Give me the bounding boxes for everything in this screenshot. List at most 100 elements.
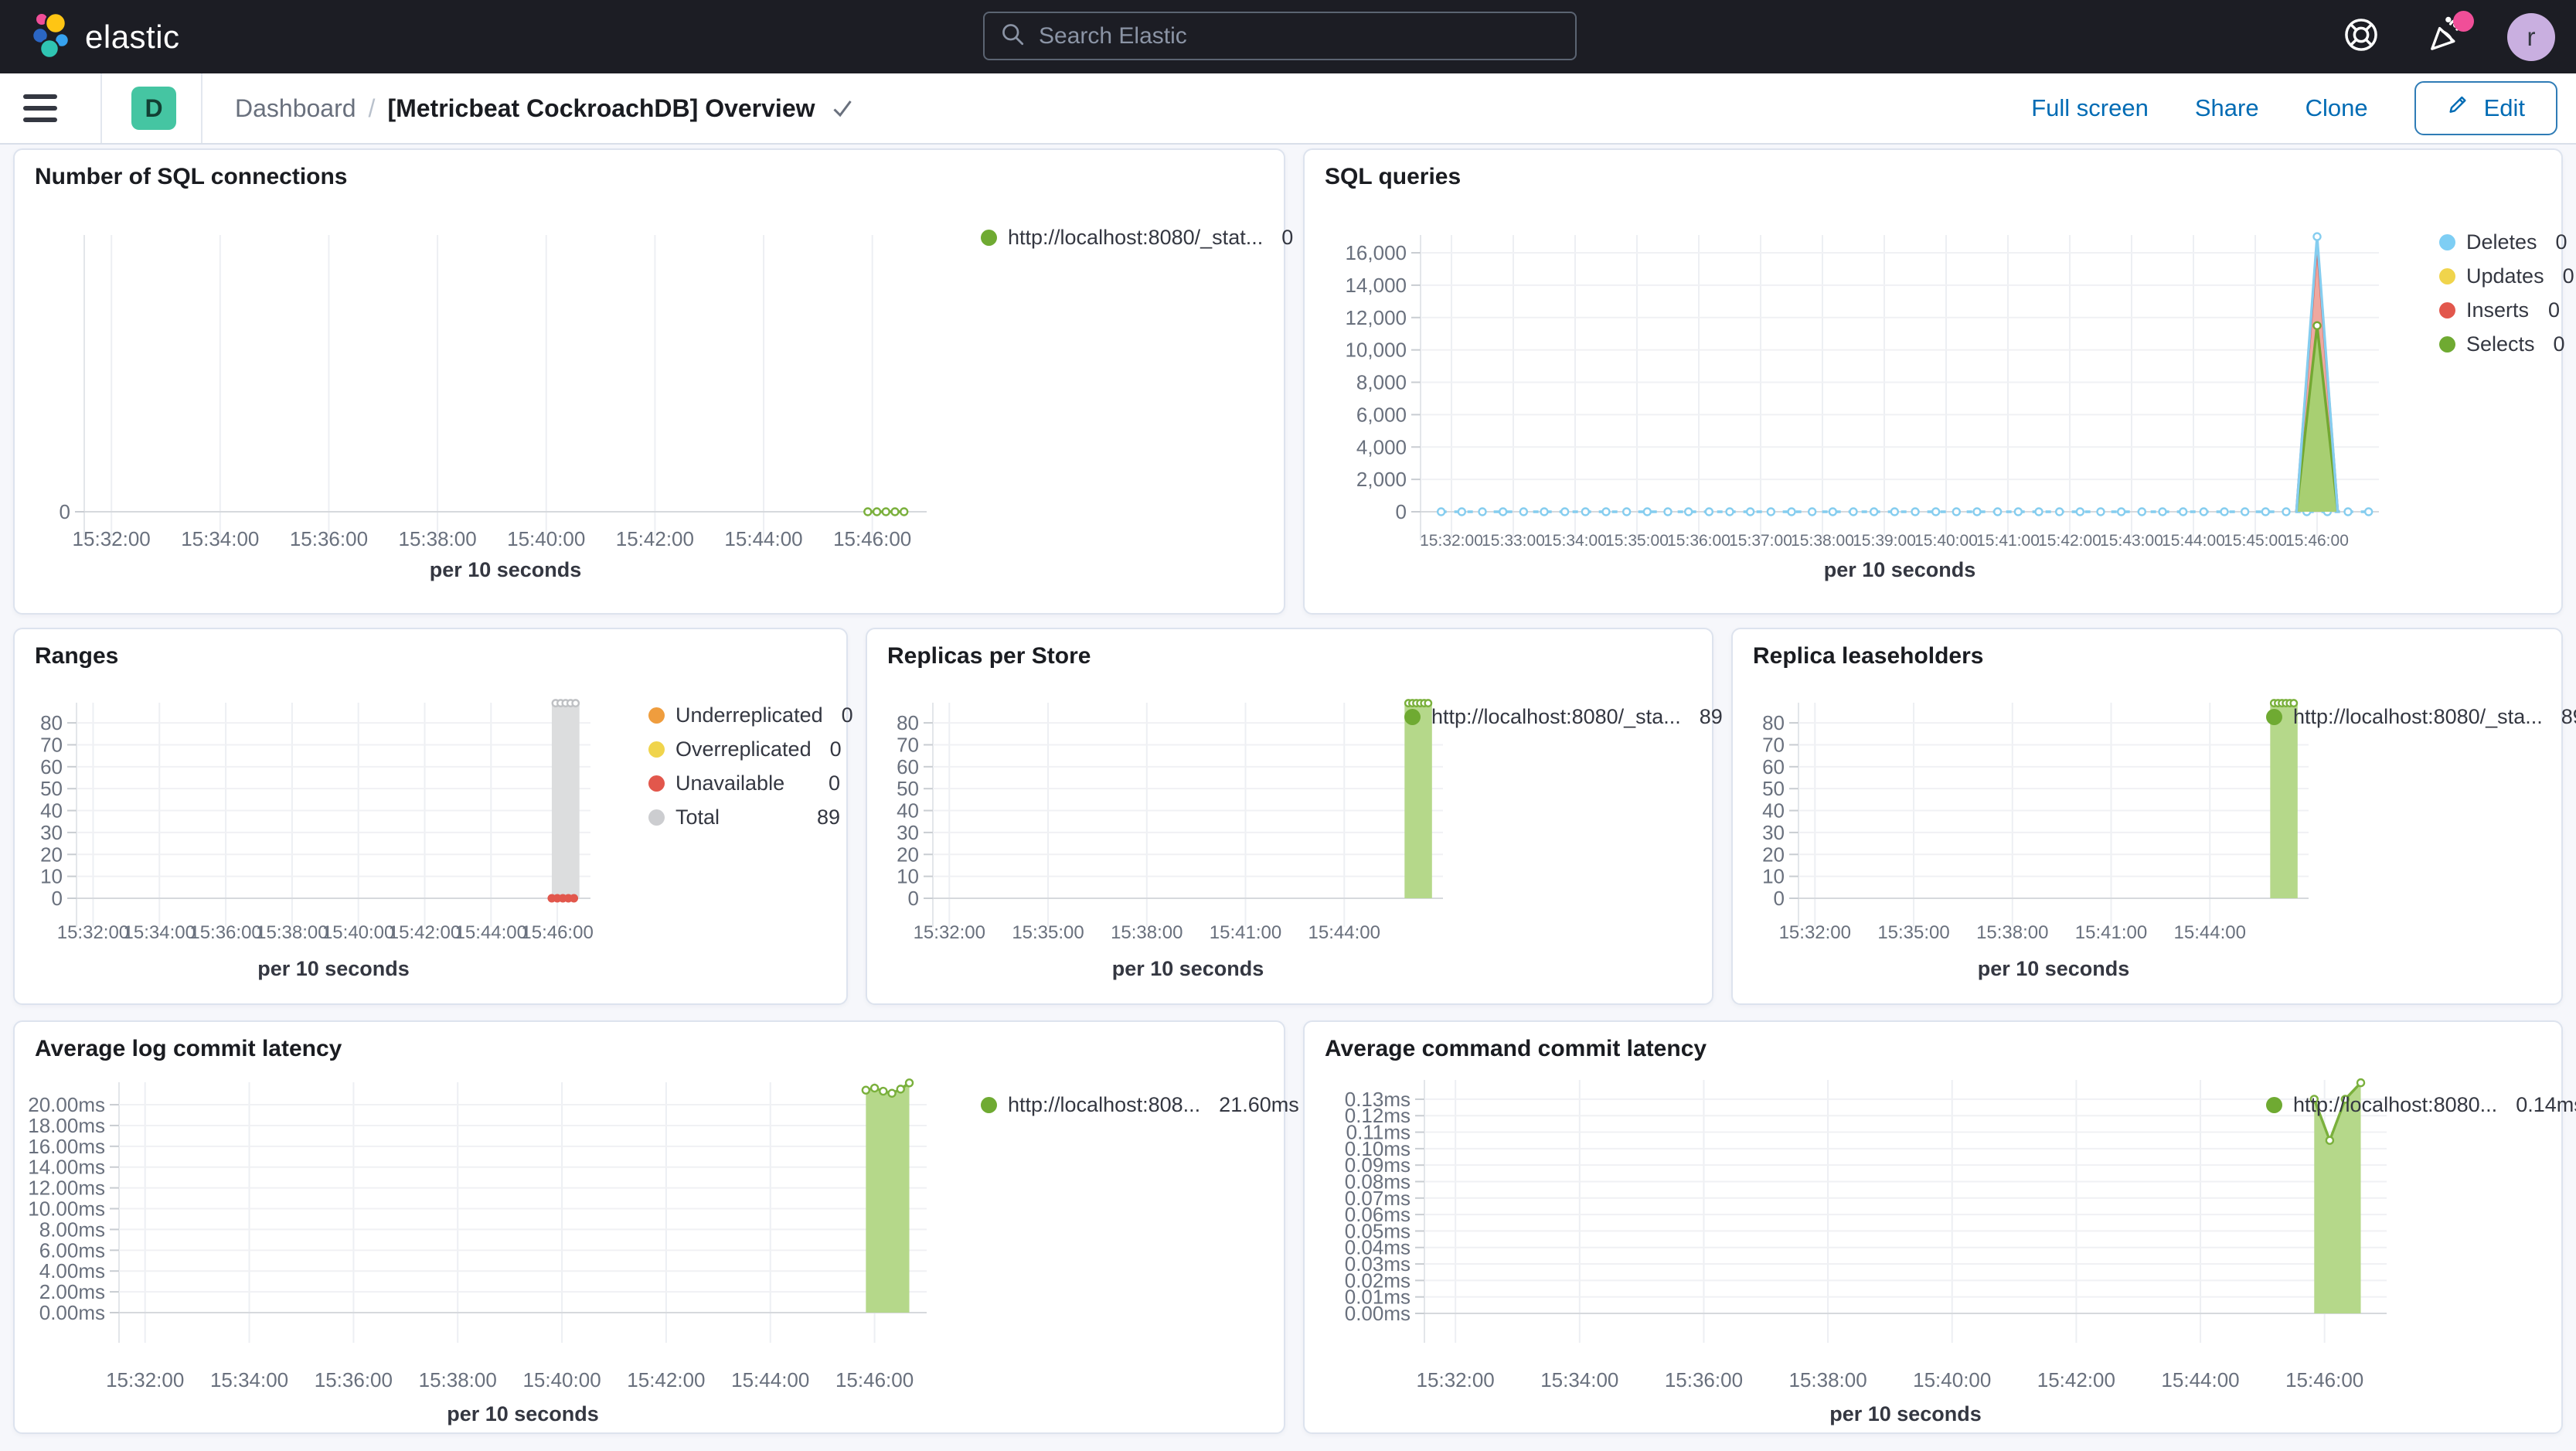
panel-title: SQL queries <box>1325 164 1462 189</box>
chart-ranges: 15:32:0015:34:0015:36:0015:38:0015:40:00… <box>40 699 594 980</box>
newsfeed-button[interactable] <box>2421 10 2474 62</box>
legend-value: 0 <box>2562 264 2574 288</box>
svg-text:15:41:00: 15:41:00 <box>1976 532 2040 550</box>
svg-text:15:32:00: 15:32:00 <box>1779 922 1851 943</box>
svg-text:per 10 seconds: per 10 seconds <box>1829 1402 1982 1425</box>
svg-text:0.10ms: 0.10ms <box>1345 1137 1411 1160</box>
svg-text:80: 80 <box>40 711 63 734</box>
chart-legend: http://localhost:808... 21.60ms <box>981 1093 1299 1116</box>
svg-text:15:34:00: 15:34:00 <box>181 527 259 550</box>
svg-text:per 10 seconds: per 10 seconds <box>1824 558 1976 581</box>
svg-text:15:36:00: 15:36:00 <box>1665 1368 1743 1391</box>
svg-text:50: 50 <box>40 777 63 800</box>
top-navigation: elastic <box>0 0 2576 73</box>
svg-text:15:40:00: 15:40:00 <box>522 1368 601 1391</box>
legend-label: Unavailable <box>675 771 785 795</box>
legend-item[interactable]: Deletes 0 <box>2439 230 2567 254</box>
clone-button[interactable]: Clone <box>2305 94 2368 121</box>
svg-text:15:36:00: 15:36:00 <box>290 527 368 550</box>
svg-text:15:44:00: 15:44:00 <box>2174 922 2246 943</box>
chart-legend: http://localhost:8080/_sta... 89 <box>2266 705 2576 728</box>
legend-item[interactable]: Updates 0 <box>2439 264 2574 288</box>
legend-label: Deletes <box>2466 230 2537 254</box>
legend-value: 0 <box>829 737 842 761</box>
legend-label: Overreplicated <box>675 737 812 761</box>
svg-text:15:42:00: 15:42:00 <box>2038 532 2101 550</box>
svg-text:15:38:00: 15:38:00 <box>1791 532 1854 550</box>
legend-item[interactable]: Underreplicated 0 <box>648 703 853 727</box>
legend-label: Underreplicated <box>675 703 823 727</box>
legend-item[interactable]: http://localhost:8080/_stat... 0 <box>981 226 1293 249</box>
svg-text:0.08ms: 0.08ms <box>1345 1170 1411 1193</box>
panel-title: Average log commit latency <box>35 1036 342 1061</box>
svg-text:40: 40 <box>1762 799 1785 823</box>
legend-dot-icon <box>2439 336 2455 353</box>
check-icon[interactable] <box>831 97 854 120</box>
svg-text:15:44:00: 15:44:00 <box>2162 532 2225 550</box>
legend-item[interactable]: Selects 0 <box>2439 332 2565 356</box>
dashboard-app-badge[interactable]: D <box>131 87 176 130</box>
breadcrumb-separator: / <box>368 94 376 122</box>
svg-text:0.12ms: 0.12ms <box>1345 1104 1411 1127</box>
svg-text:10: 10 <box>40 865 63 888</box>
svg-text:6.00ms: 6.00ms <box>39 1238 105 1262</box>
svg-text:15:38:00: 15:38:00 <box>1111 922 1183 943</box>
panel-title: Number of SQL connections <box>35 164 348 189</box>
svg-text:0.01ms: 0.01ms <box>1345 1286 1411 1309</box>
legend-item[interactable]: http://localhost:8080... 0.14ms <box>2266 1093 2576 1116</box>
svg-text:0: 0 <box>52 887 63 910</box>
svg-text:15:34:00: 15:34:00 <box>124 922 196 943</box>
legend-item[interactable]: http://localhost:808... 21.60ms <box>981 1093 1299 1116</box>
svg-text:10: 10 <box>1762 865 1785 888</box>
chart-average-log-commit-latency: 15:32:00 15:34:00 15:36:00 15:38:00 15:40:00… <box>28 1078 927 1425</box>
breadcrumb-dashboard-link[interactable]: Dashboard <box>235 94 356 122</box>
svg-text:70: 70 <box>897 733 919 756</box>
svg-text:10,000: 10,000 <box>1345 339 1407 362</box>
legend-label: Updates <box>2466 264 2544 288</box>
svg-text:16,000: 16,000 <box>1345 241 1407 264</box>
svg-text:per 10 seconds: per 10 seconds <box>430 558 582 581</box>
divider <box>100 73 102 143</box>
legend-dot-icon <box>2439 233 2455 250</box>
svg-text:0: 0 <box>1774 887 1785 910</box>
svg-text:12.00ms: 12.00ms <box>28 1177 105 1200</box>
svg-text:15:38:00: 15:38:00 <box>1976 922 2048 943</box>
global-search[interactable] <box>983 12 1577 60</box>
legend-item[interactable]: http://localhost:8080/_sta... 89 <box>2266 705 2576 728</box>
svg-text:0.05ms: 0.05ms <box>1345 1219 1411 1242</box>
svg-text:15:36:00: 15:36:00 <box>315 1368 393 1391</box>
legend-item[interactable]: http://localhost:8080/_sta... 89 <box>1404 705 1723 728</box>
svg-text:80: 80 <box>1762 711 1785 734</box>
svg-text:15:34:00: 15:34:00 <box>210 1368 288 1391</box>
legend-dot-icon <box>981 1096 997 1113</box>
elastic-logo[interactable]: elastic <box>22 9 180 64</box>
legend-value: 21.60ms <box>1219 1092 1299 1116</box>
legend-item[interactable]: Inserts 0 <box>2439 298 2560 322</box>
divider <box>201 73 202 143</box>
menu-button[interactable] <box>23 94 57 122</box>
svg-text:15:46:00: 15:46:00 <box>2285 1368 2363 1391</box>
svg-text:15:32:00: 15:32:00 <box>57 922 129 943</box>
svg-text:14.00ms: 14.00ms <box>28 1156 105 1179</box>
legend-item[interactable]: Overreplicated 0 <box>648 737 842 761</box>
legend-item[interactable]: Total 89 <box>648 806 840 829</box>
svg-text:14,000: 14,000 <box>1345 274 1407 297</box>
full-screen-button[interactable]: Full screen <box>2031 94 2149 121</box>
svg-text:15:35:00: 15:35:00 <box>1877 922 1949 943</box>
elastic-logo-icon <box>22 9 73 64</box>
svg-text:15:46:00: 15:46:00 <box>2285 532 2349 550</box>
chart-average-command-commit-latency: 15:32:00 15:34:00 15:36:00 15:38:00 15:40:00… <box>1345 1078 2387 1425</box>
svg-text:20: 20 <box>40 843 63 866</box>
help-button[interactable] <box>2336 12 2386 62</box>
chart-replicas-per-store: 15:32:00 15:35:00 15:38:00 15:41:00 15:44:00… <box>897 699 1443 980</box>
svg-text:15:34:00: 15:34:00 <box>1543 532 1607 550</box>
legend-value: 89 <box>816 805 840 829</box>
legend-item[interactable]: Unavailable 0 <box>648 771 840 795</box>
search-input[interactable] <box>1037 22 1561 50</box>
legend-value: 0.14ms <box>2516 1092 2576 1116</box>
user-menu-button[interactable]: r <box>2506 12 2556 62</box>
edit-button[interactable]: Edit <box>2414 81 2557 135</box>
svg-text:15:41:00: 15:41:00 <box>2075 922 2147 943</box>
svg-text:15:43:00: 15:43:00 <box>2100 532 2163 550</box>
share-button[interactable]: Share <box>2194 94 2259 121</box>
